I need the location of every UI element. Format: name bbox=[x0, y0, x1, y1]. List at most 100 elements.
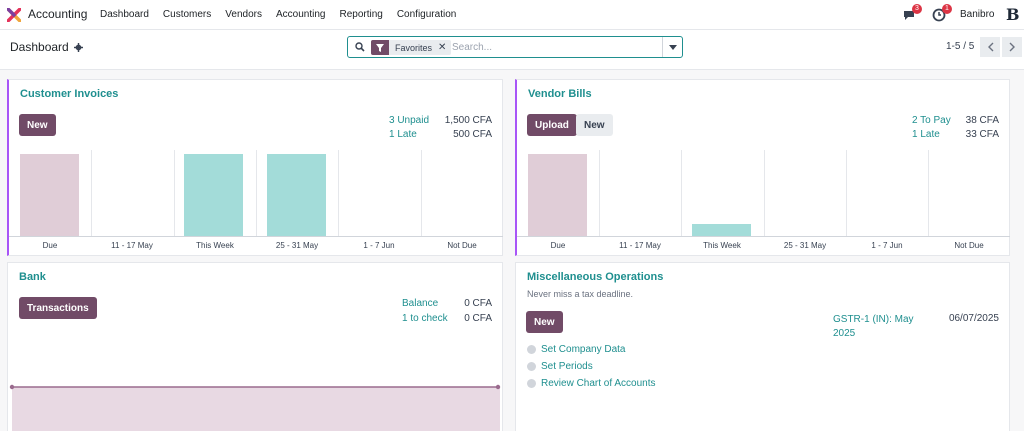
bank-balance-chart[interactable] bbox=[8, 381, 502, 431]
balance-link[interactable]: Balance bbox=[402, 298, 439, 309]
clock-icon bbox=[932, 8, 946, 22]
company-name[interactable]: Banibro bbox=[960, 9, 995, 20]
customer-invoices-chart[interactable]: Due 11 - 17 May This Week 25 - 31 May 1 - 7 … bbox=[9, 150, 503, 254]
todo-chart-of-accounts[interactable]: Review Chart of Accounts bbox=[527, 378, 656, 389]
vendor-bills-gridline bbox=[846, 150, 847, 236]
menu-reporting[interactable]: Reporting bbox=[339, 9, 383, 20]
search-facet: Favorites ✕ bbox=[371, 40, 452, 55]
todo-periods[interactable]: Set Periods bbox=[527, 361, 593, 372]
pager-previous[interactable] bbox=[980, 37, 1000, 57]
customer-invoices-tick-label: 25 - 31 May bbox=[275, 241, 319, 250]
vendor-bills-chart[interactable]: Due 11 - 17 May This Week 25 - 31 May 1 - 7 … bbox=[517, 150, 1010, 254]
late-bills-link[interactable]: 1 Late bbox=[912, 129, 940, 140]
customer-invoices-bar[interactable] bbox=[184, 154, 243, 236]
todo-label: Set Periods bbox=[541, 361, 593, 372]
bank-card: Bank Transactions Balance 0 CFA 1 to che… bbox=[7, 262, 503, 431]
customer-invoices-bar[interactable] bbox=[20, 154, 79, 236]
misc-operations-subtitle: Never miss a tax deadline. bbox=[527, 289, 634, 299]
new-misc-button[interactable]: New bbox=[526, 311, 563, 333]
to-check-amount: 0 CFA bbox=[464, 313, 492, 324]
accounting-logo-icon[interactable] bbox=[7, 8, 21, 22]
vendor-bills-gridline bbox=[681, 150, 682, 236]
customer-invoices-gridline bbox=[338, 150, 339, 236]
vendor-bills-bar[interactable] bbox=[692, 224, 751, 236]
customer-invoices-tick-label: 1 - 7 Jun bbox=[363, 241, 395, 250]
pager-next[interactable] bbox=[1002, 37, 1022, 57]
search-icon bbox=[355, 42, 365, 52]
todo-company-data[interactable]: Set Company Data bbox=[527, 344, 626, 355]
upload-bill-button[interactable]: Upload bbox=[527, 114, 577, 136]
chat-icon bbox=[904, 11, 914, 20]
activities-badge: 1 bbox=[942, 4, 952, 14]
search-input[interactable] bbox=[452, 40, 652, 55]
chevron-right-icon bbox=[1009, 42, 1015, 52]
customer-invoices-baseline bbox=[9, 236, 503, 237]
customer-invoices-tick-label: Due bbox=[42, 241, 58, 250]
close-icon[interactable]: ✕ bbox=[438, 42, 447, 53]
tax-deadline-date: 06/07/2025 bbox=[948, 313, 999, 324]
late-invoices-link[interactable]: 1 Late bbox=[389, 129, 417, 140]
search-options-toggle[interactable] bbox=[662, 37, 682, 57]
bills-to-pay-amount: 38 CFA bbox=[965, 115, 999, 126]
new-bill-button[interactable]: New bbox=[576, 114, 613, 136]
messages-button[interactable]: 3 bbox=[902, 4, 922, 22]
page-title: Dashboard bbox=[10, 40, 69, 54]
vendor-bills-card: Vendor Bills Upload New 2 To Pay 38 CFA … bbox=[515, 79, 1010, 256]
customer-invoices-gridline bbox=[421, 150, 422, 236]
vendor-bills-gridline bbox=[599, 150, 600, 236]
customer-invoices-tick-label: Not Due bbox=[447, 241, 477, 250]
app-name[interactable]: Accounting bbox=[28, 7, 88, 21]
customer-invoices-bar[interactable] bbox=[267, 154, 326, 236]
bills-to-pay-link[interactable]: 2 To Pay bbox=[912, 115, 951, 126]
customer-invoices-gridline bbox=[256, 150, 257, 236]
customer-invoices-card: Customer Invoices New 3 Unpaid 1,500 CFA… bbox=[7, 79, 503, 256]
search-bar: Favorites ✕ bbox=[347, 36, 683, 58]
control-panel: Dashboard Favorites ✕ 1-5 / 5 bbox=[0, 30, 1024, 70]
facet-label: Favorites bbox=[395, 42, 433, 53]
to-check-link[interactable]: 1 to check bbox=[402, 313, 448, 324]
misc-operations-title[interactable]: Miscellaneous Operations bbox=[527, 271, 664, 283]
late-bills-amount: 33 CFA bbox=[965, 129, 999, 140]
gear-icon[interactable] bbox=[73, 42, 83, 52]
vendor-bills-baseline bbox=[517, 236, 1010, 237]
menu-vendors[interactable]: Vendors bbox=[225, 9, 262, 20]
new-invoice-button[interactable]: New bbox=[19, 114, 56, 136]
menu-accounting[interactable]: Accounting bbox=[275, 9, 326, 20]
pager-value[interactable]: 1-5 / 5 bbox=[946, 41, 975, 52]
user-avatar[interactable]: B bbox=[1006, 5, 1020, 24]
bank-title[interactable]: Bank bbox=[19, 271, 46, 283]
todo-label: Review Chart of Accounts bbox=[541, 378, 656, 389]
activities-button[interactable]: 1 bbox=[932, 4, 952, 22]
circle-icon bbox=[527, 379, 536, 388]
customer-invoices-gridline bbox=[174, 150, 175, 236]
vendor-bills-tick-label: 25 - 31 May bbox=[783, 241, 827, 250]
vendor-bills-bar[interactable] bbox=[528, 154, 587, 236]
unpaid-invoices-link[interactable]: 3 Unpaid bbox=[389, 115, 430, 126]
tax-deadline-link[interactable]: GSTR-1 (IN): May 2025 bbox=[833, 314, 914, 339]
misc-operations-card: Miscellaneous Operations Never miss a ta… bbox=[515, 262, 1010, 431]
menu-dashboard[interactable]: Dashboard bbox=[100, 9, 149, 20]
vendor-bills-gridline bbox=[764, 150, 765, 236]
bank-balance-point-start bbox=[9, 384, 15, 390]
breadcrumb: Dashboard bbox=[10, 40, 83, 54]
messages-badge: 3 bbox=[912, 4, 922, 14]
bank-balance-area bbox=[12, 387, 500, 431]
customer-invoices-tick-label: 11 - 17 May bbox=[111, 241, 153, 250]
bank-balance-point-end bbox=[495, 384, 501, 390]
vendor-bills-tick-label: This Week bbox=[703, 241, 741, 250]
balance-amount: 0 CFA bbox=[464, 298, 492, 309]
menu-configuration[interactable]: Configuration bbox=[396, 9, 457, 20]
filter-icon bbox=[371, 40, 389, 55]
caret-down-icon bbox=[668, 44, 677, 50]
main-menu: Dashboard Customers Vendors Accounting R… bbox=[100, 9, 456, 20]
customer-invoices-gridline bbox=[91, 150, 92, 236]
vendor-bills-tick-label: 11 - 17 May bbox=[619, 241, 661, 250]
customer-invoices-title[interactable]: Customer Invoices bbox=[20, 88, 119, 100]
top-navbar: Accounting Dashboard Customers Vendors A… bbox=[0, 0, 1024, 30]
circle-icon bbox=[527, 362, 536, 371]
vendor-bills-title[interactable]: Vendor Bills bbox=[528, 88, 592, 100]
vendor-bills-tick-label: 1 - 7 Jun bbox=[871, 241, 903, 250]
transactions-button[interactable]: Transactions bbox=[19, 297, 97, 319]
chevron-left-icon bbox=[987, 42, 993, 52]
menu-customers[interactable]: Customers bbox=[162, 9, 212, 20]
